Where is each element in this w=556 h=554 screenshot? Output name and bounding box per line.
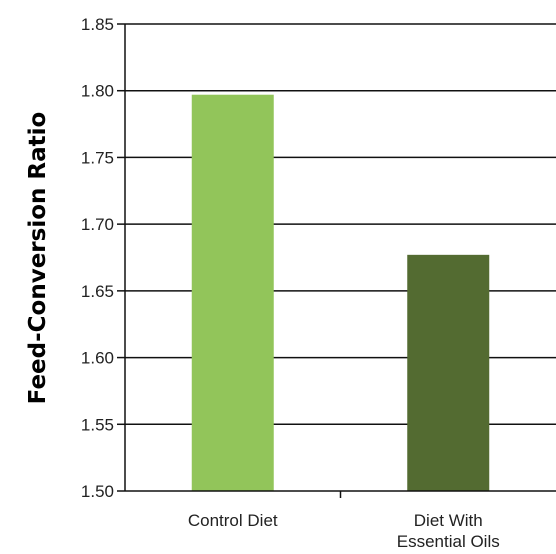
bar-1	[191, 94, 274, 492]
y-axis-title: Feed-Conversion Ratio	[25, 112, 51, 405]
x-category-label: Essential Oils	[397, 532, 500, 551]
y-tick-label: 1.70	[81, 215, 114, 234]
y-tick-label: 1.55	[81, 415, 114, 434]
bars	[191, 94, 490, 492]
x-category-label: Control Diet	[188, 511, 278, 530]
y-tick-label: 1.85	[81, 15, 114, 34]
gridlines	[125, 23, 556, 426]
x-category-label: Diet With	[414, 511, 483, 530]
y-tick-label: 1.50	[81, 482, 114, 501]
bar-2	[407, 254, 490, 491]
y-tick-label: 1.60	[81, 349, 114, 368]
y-tick-label: 1.80	[81, 82, 114, 101]
y-tick-label: 1.65	[81, 282, 114, 301]
labels: 1.50 1.55 1.60 1.65 1.70 1.75 1.80 1.85 Control …	[81, 15, 500, 551]
axes	[117, 23, 556, 498]
y-tick-label: 1.75	[81, 148, 114, 167]
